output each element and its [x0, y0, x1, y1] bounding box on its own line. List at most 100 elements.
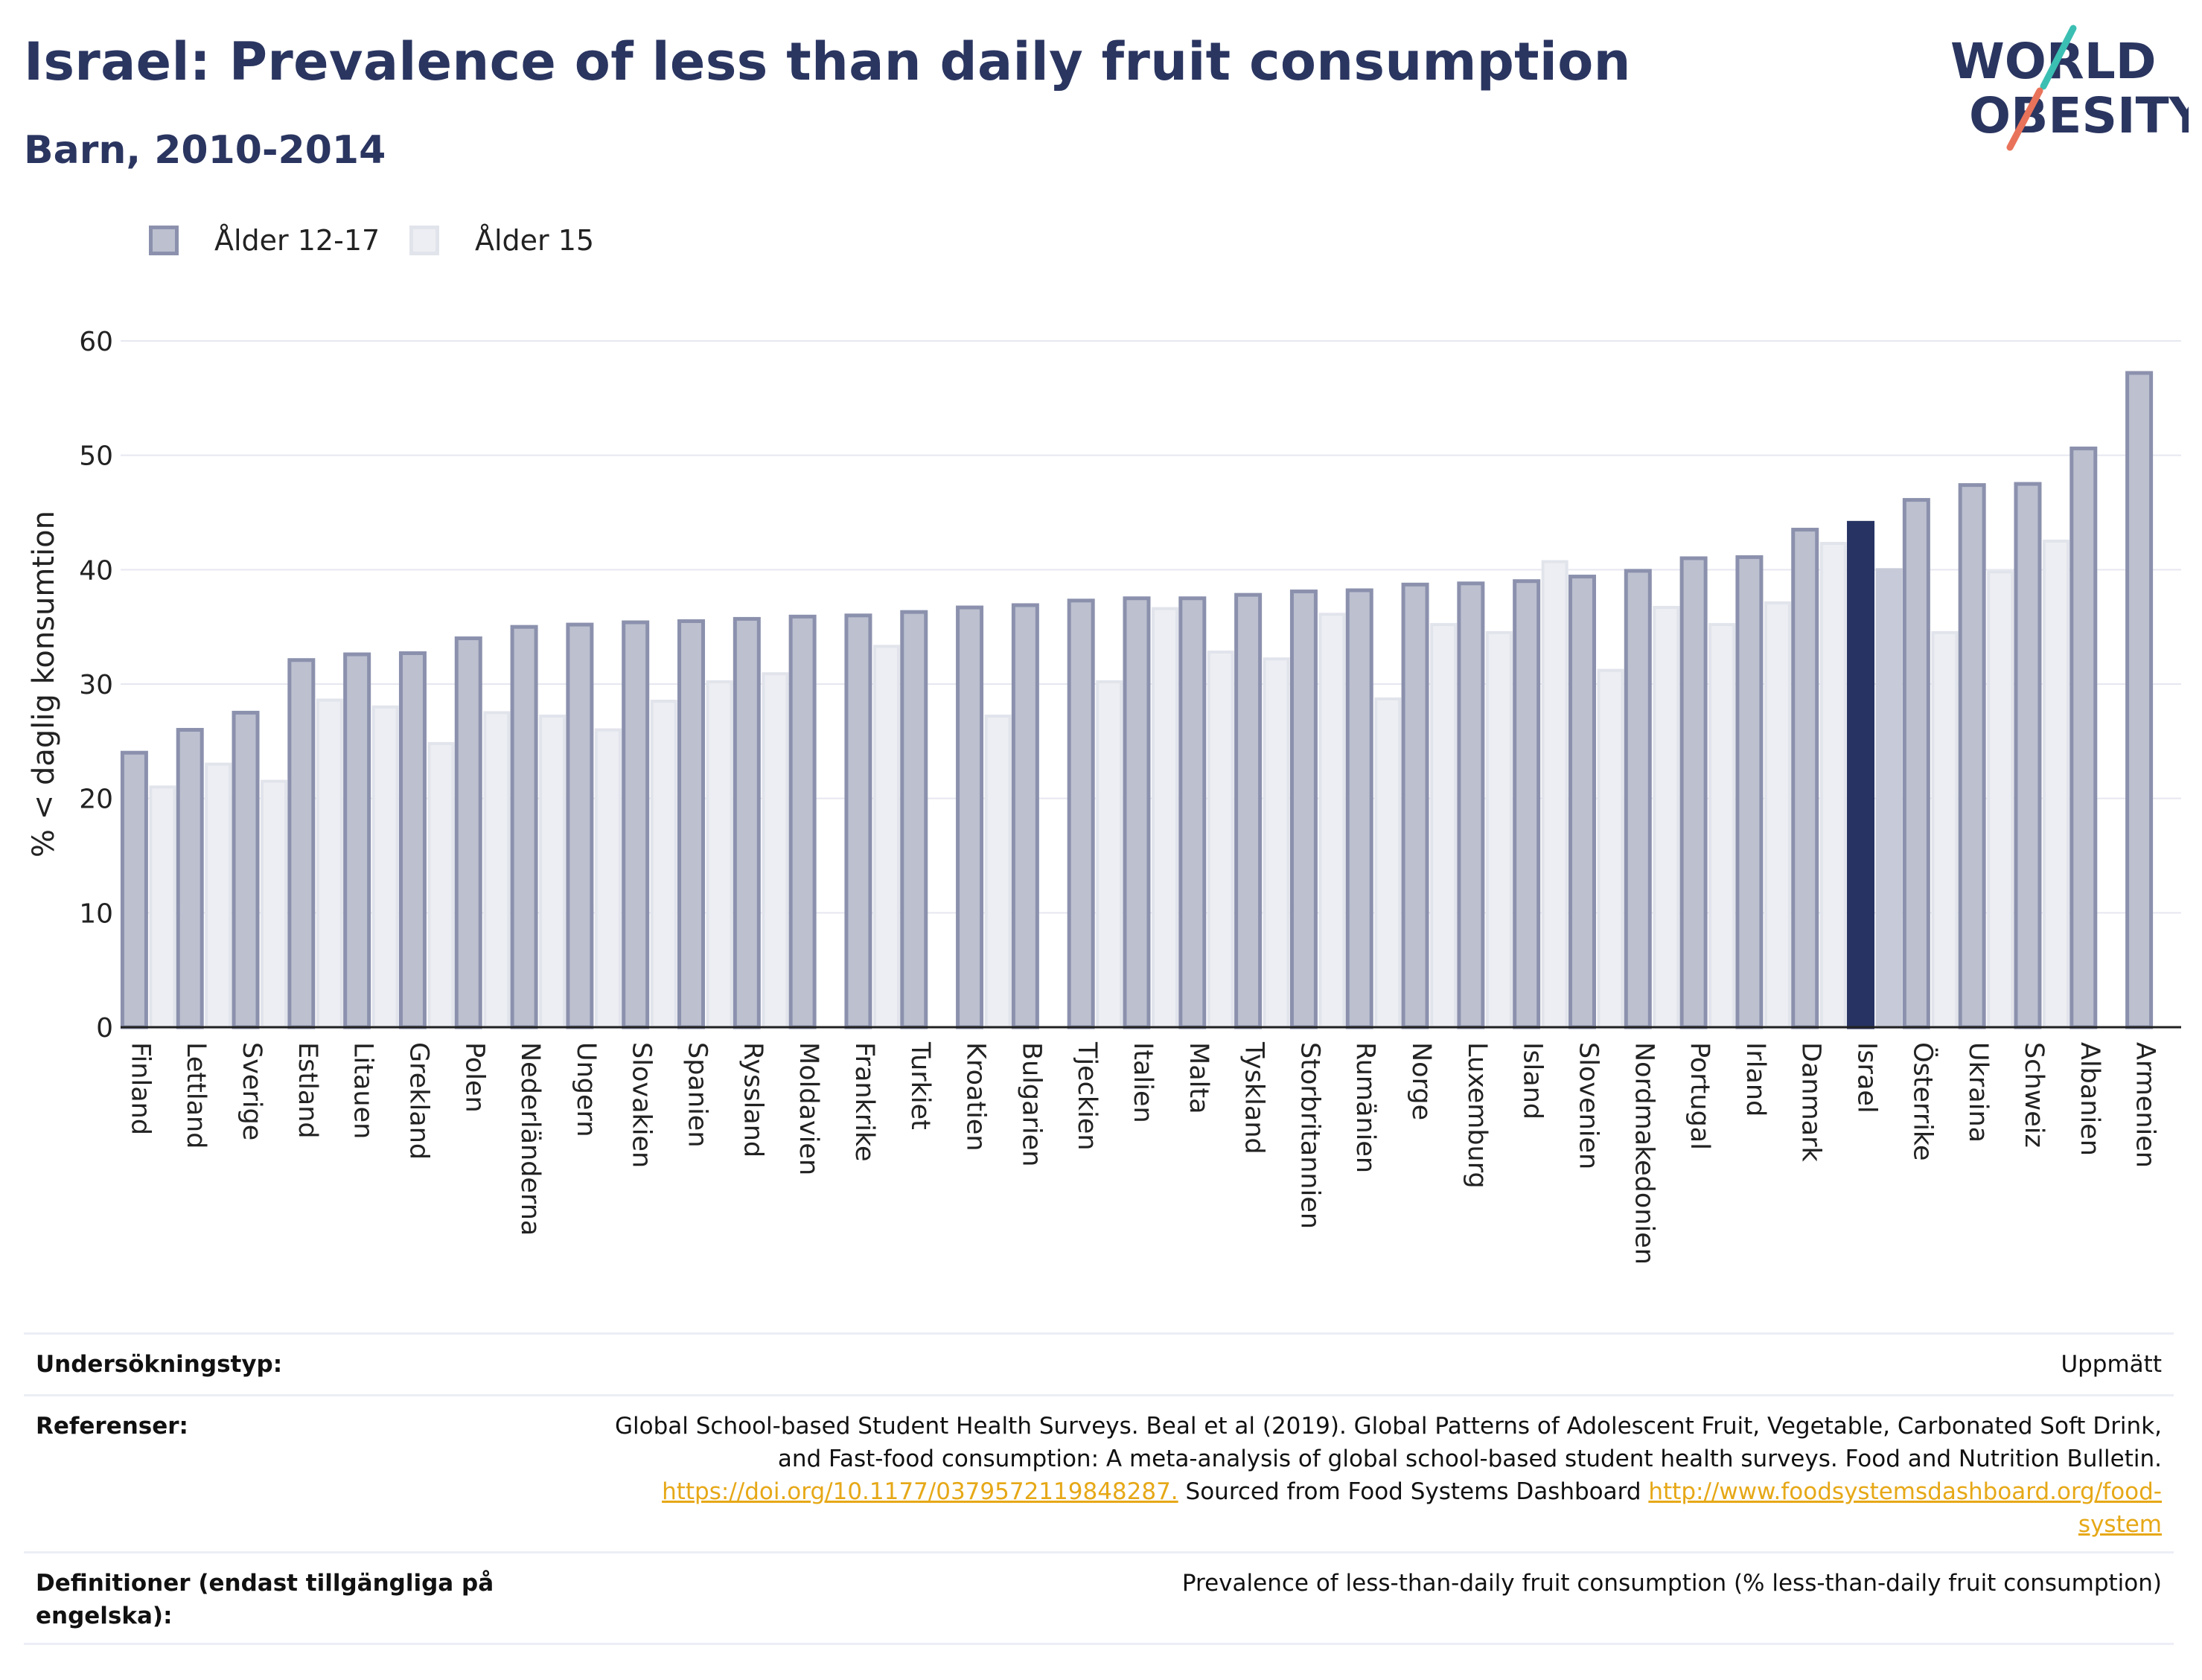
x-tick-label: Armenien	[2131, 1042, 2160, 1168]
bar-age-12-17	[566, 622, 594, 1029]
survey-type-label: Undersökningstyp:	[36, 1351, 283, 1378]
logo-line-2: OBESITY	[1969, 87, 2189, 144]
x-tick-label: Schweiz	[2019, 1042, 2049, 1148]
logo-slash-coral	[2006, 87, 2043, 151]
bar-age-15	[205, 762, 232, 1029]
bar-age-12-17	[900, 610, 928, 1029]
bar-age-12-17	[343, 652, 371, 1029]
bar-age-12-17	[176, 727, 204, 1029]
references-value: Global School-based Student Health Surve…	[450, 1410, 2162, 1541]
y-tick-label: 10	[79, 898, 113, 929]
bar-age-12-17	[398, 651, 427, 1029]
x-tick-label: Litauen	[348, 1042, 378, 1139]
bar-age-12-17	[1123, 596, 1151, 1029]
y-tick-label: 0	[96, 1013, 113, 1044]
bar-age-15	[316, 698, 343, 1029]
bar-age-12-17	[1791, 528, 1819, 1029]
legend-label-age-12-17: Ålder 12-17	[214, 224, 380, 257]
chart-title: Israel: Prevalence of less than daily fr…	[24, 31, 1631, 92]
bar-age-15	[1987, 570, 2014, 1029]
bar-age-15	[149, 785, 176, 1029]
bar-age-12-17	[232, 710, 260, 1029]
food-systems-link[interactable]: http://www.foodsystemsdashboard.org/food…	[1648, 1478, 2162, 1505]
y-axis-title: % < daglig konsumtion	[27, 511, 61, 857]
bar-age-12-17	[1624, 569, 1652, 1029]
bar-age-12-17	[1289, 590, 1318, 1029]
bar-age-12-17	[1457, 581, 1485, 1029]
bar-age-12-17	[454, 636, 482, 1029]
x-tick-label: Rumänien	[1350, 1042, 1380, 1173]
bar-age-15	[1931, 630, 1959, 1029]
x-tick-label: Frankrike	[849, 1042, 879, 1162]
x-tick-label: Österrike	[1907, 1042, 1938, 1160]
bar-age-15	[1875, 568, 1903, 1029]
doi-link[interactable]: https://doi.org/10.1177/0379572119848287…	[662, 1478, 1178, 1505]
x-tick-label: Spanien	[683, 1042, 712, 1148]
bar-age-12-17	[956, 605, 984, 1029]
x-tick-label: Estland	[293, 1042, 322, 1139]
bar-age-12-17	[677, 619, 706, 1029]
bar-chart: 0 10 20 30 40 50 60 % < daglig konsumtion Finlan…	[27, 327, 2181, 1265]
references-sourced-text: Sourced from Food Systems Dashboard	[1178, 1478, 1649, 1505]
bar-age-12-17	[788, 614, 817, 1029]
bar-age-15	[1541, 560, 1568, 1029]
x-tick-label: Storbritannien	[1295, 1042, 1324, 1229]
bar-age-12-17	[1958, 483, 1986, 1029]
meta-row-references: Referenser: Global School-based Student …	[24, 1394, 2174, 1553]
x-tick-label: Israel	[1852, 1042, 1882, 1114]
x-tick-label: Lettland	[181, 1042, 211, 1149]
bar-age-15	[1597, 668, 1624, 1029]
survey-type-value: Uppmätt	[2061, 1351, 2162, 1378]
bar-age-15	[427, 741, 455, 1029]
x-tick-label: Ukraina	[1963, 1042, 1993, 1143]
bar-age-15	[762, 672, 789, 1029]
bar-age-12-17	[1345, 588, 1373, 1029]
bar-age-15	[872, 645, 900, 1029]
x-tick-label: Nordmakedonien	[1629, 1042, 1659, 1265]
bar-age-12-17	[1902, 498, 1930, 1029]
bar-age-15	[1374, 697, 1402, 1029]
food-systems-link-cont[interactable]: system	[2078, 1511, 2162, 1538]
legend-label-age-15: Ålder 15	[475, 224, 595, 257]
x-tick-label: Ungern	[571, 1042, 601, 1137]
x-tick-label: Norge	[1406, 1042, 1436, 1120]
x-tick-label: Kroatien	[961, 1042, 991, 1152]
bar-age-15	[1819, 541, 1847, 1029]
legend-swatch-age-12-17	[149, 226, 179, 255]
bar-age-12-17	[120, 750, 148, 1029]
x-tick-label: Polen	[459, 1042, 489, 1113]
bar-age-12-17	[1011, 603, 1039, 1029]
references-line-4: system	[450, 1508, 2162, 1541]
bar-age-15	[1764, 601, 1791, 1029]
x-tick-label: Turkiet	[905, 1041, 935, 1130]
bar-age-15	[1263, 657, 1290, 1029]
bar-age-15	[594, 728, 622, 1029]
bar-age-12-17	[733, 616, 761, 1029]
meta-row-survey-type: Undersökningstyp: Uppmätt	[24, 1332, 2174, 1396]
chart-subtitle: Barn, 2010-2014	[24, 128, 386, 173]
y-tick-label: 20	[79, 785, 113, 815]
x-tick-label: Malta	[1184, 1042, 1213, 1114]
bar-age-12-17	[287, 658, 316, 1029]
x-tick-label: Danmark	[1796, 1042, 1826, 1163]
bar-age-15	[1096, 680, 1123, 1029]
bar-age-15	[261, 779, 288, 1029]
x-tick-label: Grekland	[403, 1042, 433, 1160]
bar-age-15	[1708, 623, 1736, 1029]
bar-age-12-17	[1178, 596, 1207, 1029]
definitions-value: Prevalence of less-than-daily fruit cons…	[1181, 1570, 2162, 1597]
bar-age-12-17	[1513, 579, 1541, 1029]
bar-age-12-17	[1847, 520, 1875, 1029]
bar-age-12-17	[2014, 482, 2042, 1029]
bar-age-15	[483, 711, 511, 1029]
legend-swatch-age-15	[409, 226, 439, 255]
bar-age-15	[650, 700, 677, 1029]
logo-slash-teal	[2040, 25, 2077, 90]
y-tick-label: 50	[79, 441, 113, 472]
x-tick-label: Finland	[125, 1042, 155, 1135]
x-tick-label: Luxemburg	[1462, 1042, 1492, 1189]
meta-row-definitions: Definitioner (endast tillgängliga på eng…	[24, 1551, 2174, 1645]
bar-age-15	[984, 715, 1012, 1029]
x-tick-label: Ryssland	[738, 1042, 767, 1157]
x-tick-label: Tjeckien	[1072, 1041, 1102, 1151]
